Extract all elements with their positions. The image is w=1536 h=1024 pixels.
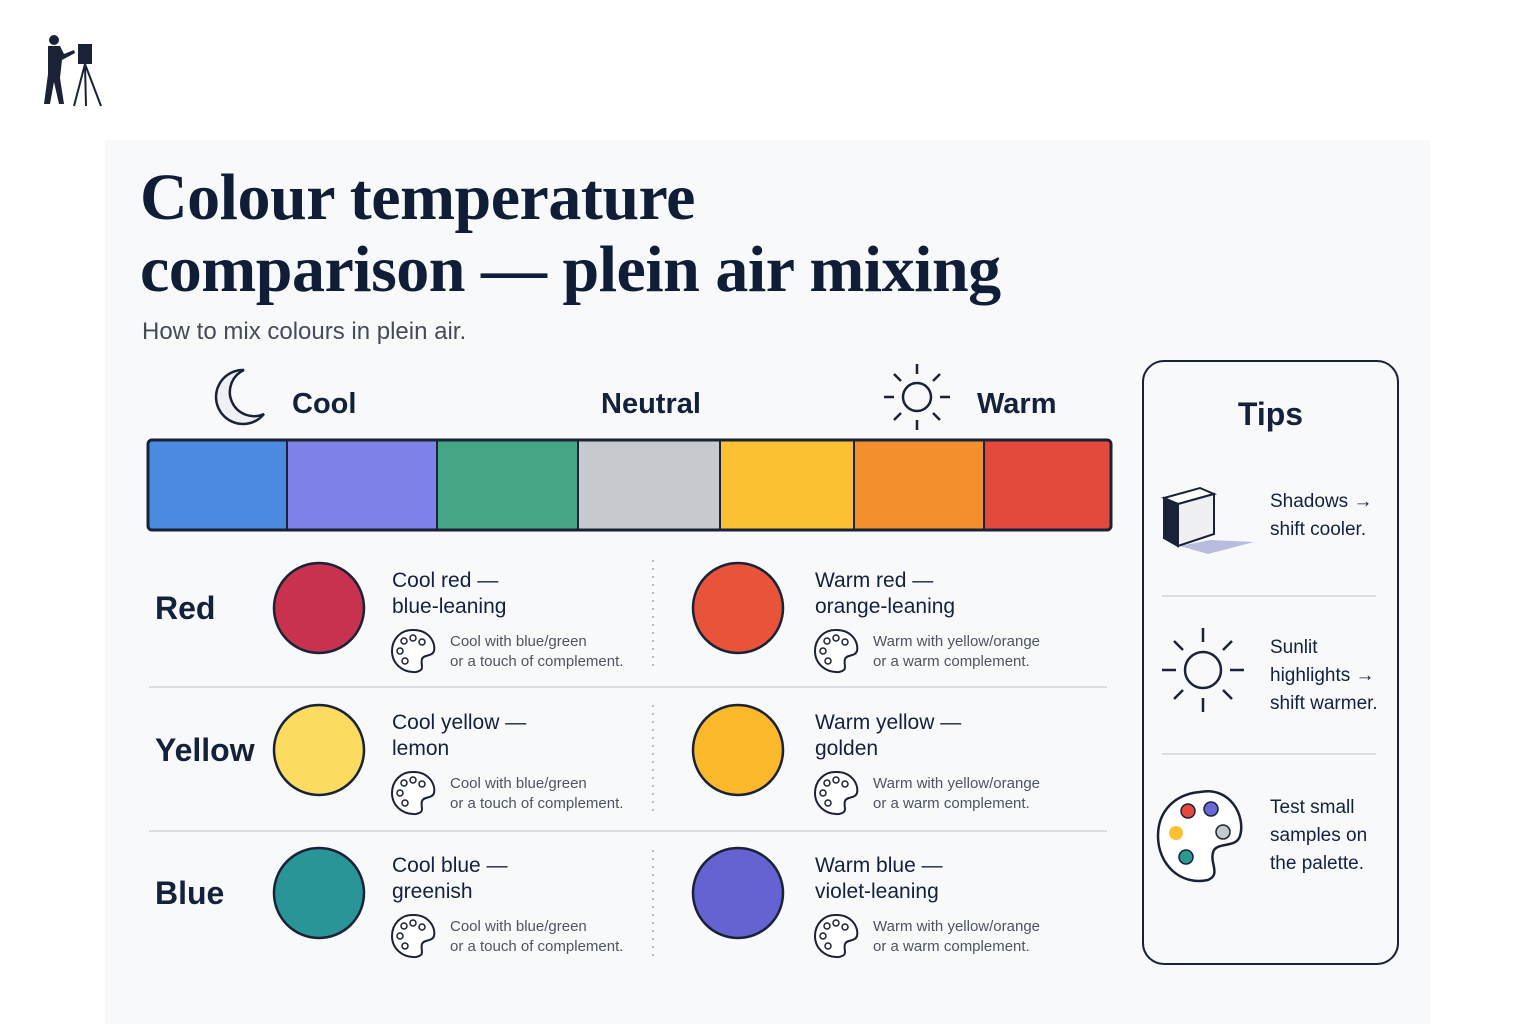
sun-icon [884,364,950,430]
palette-well [832,634,840,642]
temperature-bar [146,438,1113,532]
title: Colour temperature comparison — plein ai… [140,162,1001,306]
palette-well [418,780,426,788]
palette-well [823,779,831,787]
palette-well [396,647,404,655]
palette-well [824,799,832,807]
palette-well [824,657,832,665]
mix-title: lemon [392,737,450,760]
palette-well [823,922,831,930]
tip-text: the palette. [1270,853,1365,874]
palette-icon [390,628,436,674]
palette-icon [390,913,436,959]
subtitle: How to mix colours in plein air. [142,318,467,345]
palette-well [418,923,426,931]
moon-icon [214,368,265,426]
palette-well [819,789,827,797]
palette-well [401,799,409,807]
palette-well [409,634,417,642]
mix-title: blue-leaning [392,595,507,618]
palette-well [400,779,408,787]
palette-well [396,789,404,797]
mix-title: violet-leaning [815,880,939,903]
palette-well [841,638,849,646]
mix-note: or a warm complement. [873,938,1030,955]
tip-text: Test small [1270,797,1355,818]
palette-well [832,919,840,927]
palette-icon [813,770,859,816]
swatch [691,561,785,655]
mix-note: Warm with yellow/orange [873,918,1040,935]
mix-note: Warm with yellow/orange [873,633,1040,650]
tip-text: shift warmer. [1270,693,1378,714]
mix-note: or a touch of complement. [450,938,624,955]
mix-title: Warm yellow — [815,711,962,734]
tip-text: Shadows → [1270,491,1373,512]
mix-note: or a warm complement. [873,653,1030,670]
row-name: Blue [155,875,225,911]
mix-note: or a touch of complement. [450,795,624,812]
palette-well [819,932,827,940]
palette-well [396,932,404,940]
palette-well [401,942,409,950]
mix-title: Cool yellow — [392,711,527,734]
palette-well [841,780,849,788]
row-name: Yellow [155,732,255,768]
palette-well [824,942,832,950]
tips-title: Tips [1237,396,1304,432]
palette-well [832,776,840,784]
swatch [272,561,366,655]
mix-note: Cool with blue/green [450,633,587,650]
palette-icon [813,913,859,959]
palette-well [401,657,409,665]
mix-note: Cool with blue/green [450,775,587,792]
mix-note: Warm with yellow/orange [873,775,1040,792]
palette-well [409,776,417,784]
palette-well [400,922,408,930]
mix-note: or a touch of complement. [450,653,624,670]
mix-title: Cool blue — [392,854,508,877]
swatch [691,703,785,797]
tip-text: Sunlit [1270,637,1318,658]
scale-label: Neutral [601,388,701,420]
palette-well [819,647,827,655]
swatch [272,846,366,940]
tip-text: highlights → [1270,665,1375,686]
row-name: Red [155,590,216,626]
palette-icon [813,628,859,674]
palette-well [418,638,426,646]
tips-panel [1142,360,1399,965]
palette-well [841,923,849,931]
title-line: Colour temperature [140,161,695,234]
mix-title: orange-leaning [815,595,956,618]
palette-icon [390,770,436,816]
tips-icons [1156,486,1376,883]
mix-note: Cool with blue/green [450,918,587,935]
swatch [272,703,366,797]
mix-title: Warm red — [815,569,934,592]
mix-title: golden [815,737,879,760]
palette-well [409,919,417,927]
tip-text: shift cooler. [1270,519,1367,540]
mix-title: Warm blue — [815,854,943,877]
palette-well [400,637,408,645]
painter-icon [44,35,102,107]
scale-label: Cool [292,388,357,420]
swatch [691,846,785,940]
mix-title: greenish [392,880,473,903]
palette-well [823,637,831,645]
scale-label: Warm [977,388,1057,420]
title-line: comparison — plein air mixing [140,233,1001,306]
tip-text: samples on [1270,825,1368,846]
mix-title: Cool red — [392,569,499,592]
mix-note: or a warm complement. [873,795,1030,812]
